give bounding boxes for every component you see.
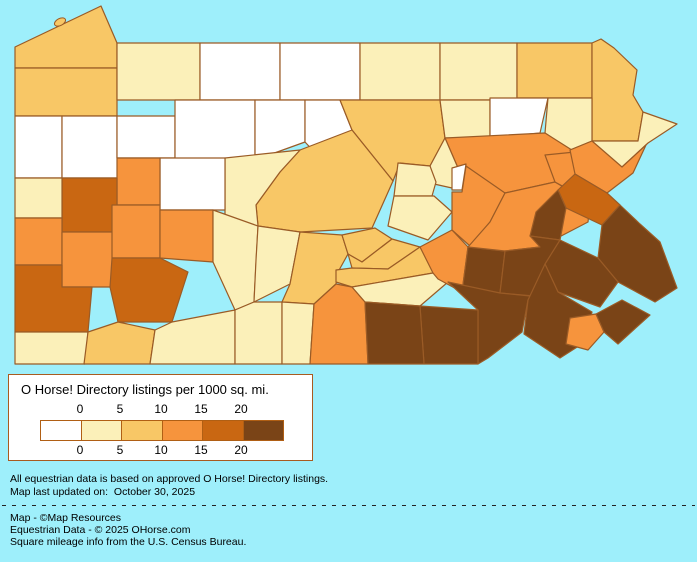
legend-swatch-1 [81, 420, 122, 441]
county-susquehanna[interactable] [516, 42, 593, 99]
county-wayne[interactable] [591, 38, 644, 142]
county-greene[interactable] [14, 331, 89, 365]
credit-square-mileage: Square mileage info from the U.S. Census… [10, 536, 247, 548]
county-warren[interactable] [116, 42, 201, 101]
county-union[interactable] [393, 162, 437, 197]
pennsylvania-county-map [14, 5, 678, 365]
county-armstrong[interactable] [111, 204, 161, 259]
legend-tick-label: 0 [76, 402, 84, 416]
county-fulton[interactable] [281, 301, 315, 365]
county-snyder[interactable] [387, 195, 453, 241]
county-fayette[interactable] [83, 321, 156, 365]
legend-tick-label: 10 [154, 443, 168, 457]
legend-title: O Horse! Directory listings per 1000 sq.… [21, 382, 269, 397]
county-lehigh[interactable] [529, 189, 567, 241]
legend-tick-label: 10 [154, 402, 168, 416]
legend: O Horse! Directory listings per 1000 sq.… [8, 374, 313, 461]
county-beaver[interactable] [14, 217, 63, 266]
credit-map: Map - ©Map Resources [10, 512, 122, 524]
credit-equestrian-data: Equestrian Data - © 2025 OHorse.com [10, 524, 191, 536]
county-lawrence[interactable] [14, 177, 63, 219]
county-indiana[interactable] [159, 209, 214, 263]
presque-isle-peninsula [53, 17, 67, 27]
county-bedford[interactable] [234, 301, 283, 365]
county-forest[interactable] [116, 115, 176, 159]
legend-tick-label: 0 [76, 443, 84, 457]
legend-swatch-4 [203, 420, 244, 441]
county-elk[interactable] [174, 99, 256, 161]
county-somerset[interactable] [149, 309, 236, 365]
legend-tick-label: 20 [234, 402, 248, 416]
legend-tick-label: 20 [234, 443, 248, 457]
county-blair[interactable] [253, 225, 301, 303]
county-tioga[interactable] [359, 42, 441, 101]
county-mercer[interactable] [14, 115, 63, 179]
footnote-data-source: All equestrian data is based on approved… [10, 473, 329, 485]
county-york[interactable] [419, 305, 479, 365]
county-westmoreland[interactable] [109, 257, 189, 323]
county-montour[interactable] [451, 163, 467, 191]
legend-color-ramp [40, 420, 284, 441]
county-butler[interactable] [61, 177, 118, 233]
legend-tick-label: 5 [116, 443, 124, 457]
county-delaware[interactable] [565, 313, 605, 351]
legend-swatch-0 [40, 420, 82, 441]
county-cambria[interactable] [212, 209, 259, 311]
county-bradford[interactable] [439, 42, 518, 101]
county-wyoming[interactable] [489, 97, 549, 139]
legend-swatch-5 [243, 420, 284, 441]
county-cumberland[interactable] [351, 272, 449, 307]
county-philadelphia[interactable] [595, 299, 651, 345]
legend-tick-label: 5 [116, 402, 124, 416]
county-erie[interactable] [14, 5, 118, 69]
county-clarion[interactable] [116, 157, 161, 206]
legend-tick-label: 15 [194, 402, 208, 416]
county-allegheny[interactable] [61, 231, 118, 288]
legend-swatch-2 [122, 420, 163, 441]
legend-tick-label: 15 [194, 443, 208, 457]
legend-swatch-3 [162, 420, 203, 441]
dashed-separator [2, 505, 695, 506]
footnote-last-updated: Map last updated on: October 30, 2025 [10, 486, 196, 498]
county-potter[interactable] [279, 42, 361, 101]
county-crawford[interactable] [14, 67, 118, 117]
county-sullivan[interactable] [439, 99, 491, 139]
county-mckean[interactable] [199, 42, 281, 101]
county-jefferson[interactable] [159, 157, 226, 211]
county-adams[interactable] [364, 301, 425, 365]
